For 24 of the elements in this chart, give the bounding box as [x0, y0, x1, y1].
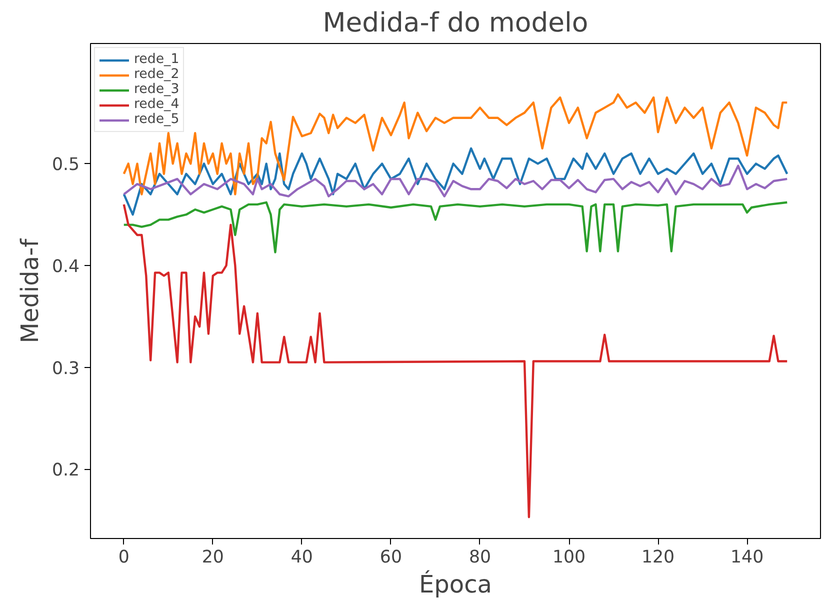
chart-title: Medida-f do modelo	[322, 8, 588, 38]
legend-label: rede_3	[134, 82, 180, 97]
x-tick-label: 20	[202, 548, 224, 568]
x-tick-label: 80	[468, 548, 492, 568]
y-tick-label: 0.4	[52, 257, 80, 278]
y-axis-title: Medida-f	[16, 238, 44, 344]
x-tick-label: 0	[118, 548, 130, 568]
y-tick-label: 0.2	[52, 460, 80, 481]
y-tick-label: 0.5	[52, 155, 80, 176]
legend-label: rede_5	[134, 112, 180, 127]
x-tick-label: 60	[380, 548, 402, 568]
line-series	[122, 203, 788, 518]
legend-label: rede_1	[134, 52, 180, 67]
y-tick-label: 0.3	[52, 358, 80, 379]
x-tick-label: 100	[552, 548, 586, 568]
legend-label: rede_4	[134, 97, 180, 112]
x-axis-title: Época	[419, 570, 492, 598]
line-series	[122, 201, 788, 254]
line-series	[122, 164, 788, 198]
x-tick-label: 140	[730, 548, 764, 568]
x-tick-label: 40	[290, 548, 313, 568]
line-series	[122, 147, 788, 216]
x-tick-label: 120	[641, 548, 675, 568]
legend-label: rede_2	[134, 67, 180, 82]
